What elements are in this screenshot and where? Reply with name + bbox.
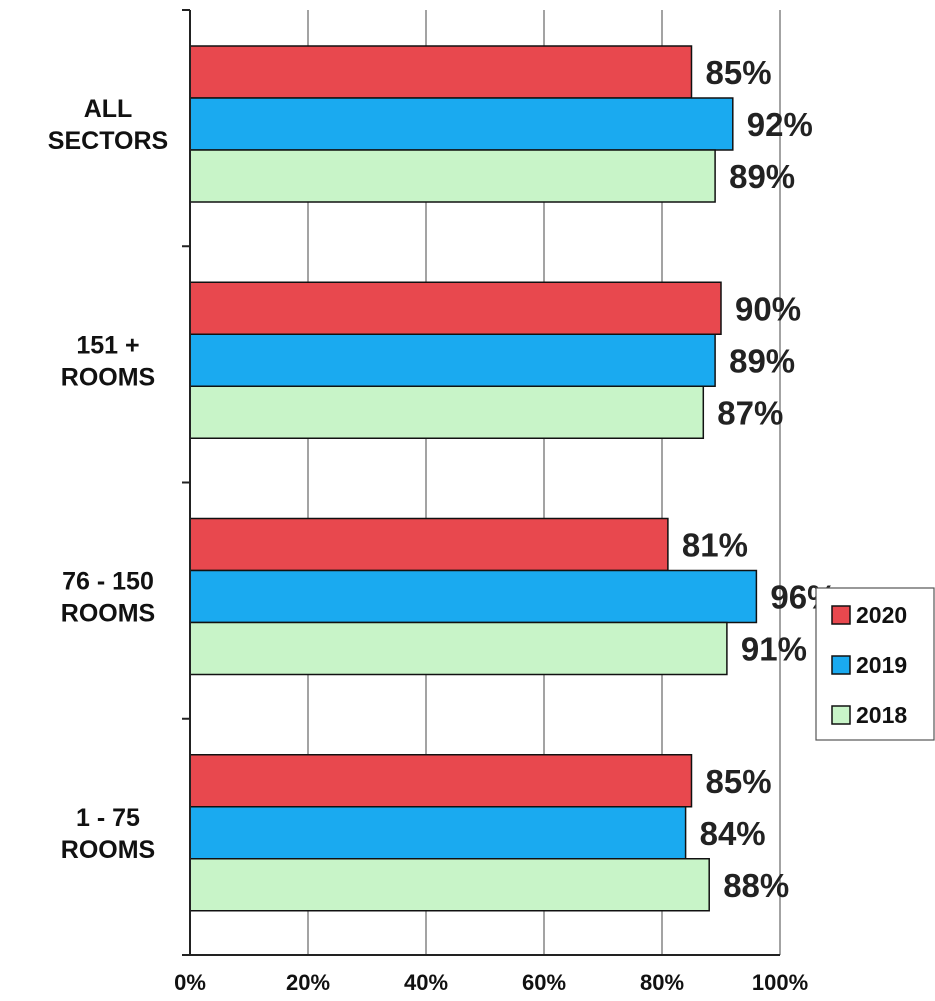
data-label: 85%: [706, 763, 772, 800]
category-label: 1 - 75: [76, 804, 140, 832]
legend-swatch-2019: [831, 655, 851, 675]
data-label: 90%: [735, 290, 801, 327]
x-tick-label: 0%: [174, 970, 206, 995]
bar-2018: [189, 385, 705, 439]
bar-2020: [189, 517, 669, 572]
category-label: ROOMS: [61, 600, 155, 628]
x-tick-labels: 0% 20% 40% 60% 80% 100%: [174, 970, 808, 995]
bar-2020: [189, 281, 722, 335]
bar-2018: [189, 621, 728, 676]
x-tick-label: 60%: [522, 970, 566, 995]
legend-swatch-2020: [831, 605, 851, 625]
x-tick-label: 100%: [752, 970, 808, 995]
data-label: 87%: [717, 394, 783, 431]
bar-2018: [189, 149, 716, 203]
bar-2019: [189, 97, 734, 151]
category-label: 151 +: [76, 331, 139, 359]
data-label: 91%: [741, 631, 807, 668]
x-tick-label: 80%: [640, 970, 684, 995]
legend-label: 2020: [856, 602, 907, 628]
legend[interactable]: 2020 2019 2018: [815, 587, 935, 741]
x-tick-label: 40%: [404, 970, 448, 995]
data-label: 92%: [747, 106, 813, 143]
axes: [182, 9, 780, 956]
data-label: 85%: [706, 54, 772, 91]
category-label: 76 - 150: [62, 568, 154, 596]
data-label: 84%: [700, 815, 766, 852]
category-label: SECTORS: [48, 127, 168, 155]
legend-label: 2018: [856, 702, 907, 728]
bar-2019: [189, 806, 687, 860]
bar-2018: [189, 858, 710, 912]
category-label: ROOMS: [61, 363, 155, 391]
data-labels: 85%92%89%90%89%87%81%96%91%85%84%88%: [682, 54, 837, 904]
data-label: 89%: [729, 158, 795, 195]
bars: [189, 45, 758, 912]
bar-2019: [189, 569, 758, 624]
x-tick-label: 20%: [286, 970, 330, 995]
category-labels: ALL SECTORS 151 + ROOMS 76 - 150 ROOMS 1 - 75 R…: [48, 95, 168, 864]
category-label: ROOMS: [61, 836, 155, 864]
bar-2020: [189, 45, 693, 99]
bar-2019: [189, 333, 716, 387]
bar-2020: [189, 754, 693, 808]
legend-label: 2019: [856, 652, 907, 678]
data-label: 88%: [723, 867, 789, 904]
data-label: 81%: [682, 527, 748, 564]
category-label: ALL: [84, 95, 133, 123]
data-label: 89%: [729, 342, 795, 379]
legend-swatch-2018: [831, 705, 851, 725]
